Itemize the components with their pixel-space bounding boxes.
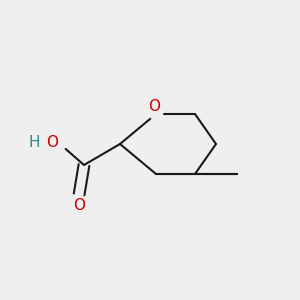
Text: O: O <box>46 135 58 150</box>
Text: H: H <box>29 135 40 150</box>
Text: O: O <box>74 198 86 213</box>
Text: O: O <box>148 99 160 114</box>
